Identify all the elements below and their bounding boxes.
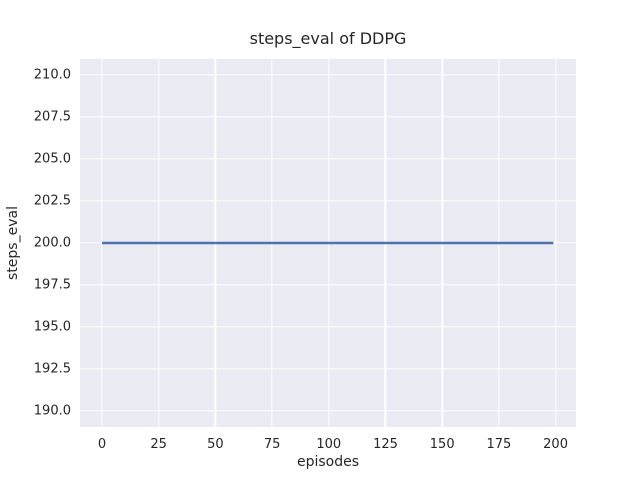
x-tick-label: 50 <box>207 437 224 452</box>
x-axis-label: episodes <box>296 454 360 470</box>
y-tick-label: 202.5 <box>33 193 71 209</box>
grid-line-horizontal <box>80 200 576 202</box>
y-tick-label: 200.0 <box>33 235 71 251</box>
x-tick-label: 25 <box>150 437 167 452</box>
x-tick-label: 200 <box>543 437 568 452</box>
x-tick-label: 0 <box>97 437 107 452</box>
y-tick-label: 205.0 <box>33 151 71 167</box>
plot-area <box>80 59 576 427</box>
y-tick-label: 195.0 <box>33 319 71 335</box>
y-axis-label: steps_eval <box>5 206 21 280</box>
grid-line-horizontal <box>80 326 576 328</box>
grid-line-horizontal <box>80 284 576 286</box>
x-tick-label: 175 <box>486 437 512 452</box>
grid-line-horizontal <box>80 74 576 76</box>
x-tick-label: 150 <box>429 437 455 452</box>
grid-line-horizontal <box>80 368 576 370</box>
y-tick-label: 210.0 <box>33 67 71 83</box>
x-tick-label: 125 <box>373 437 398 452</box>
chart-title: steps_eval of DDPG <box>249 29 407 48</box>
grid-line-horizontal <box>80 116 576 118</box>
plot-canvas <box>101 241 554 245</box>
y-tick-label: 190.0 <box>33 403 71 419</box>
x-tick-label: 75 <box>263 437 281 452</box>
x-tick-label: 100 <box>316 437 342 452</box>
y-tick-label: 197.5 <box>33 277 71 293</box>
y-tick-label: 192.5 <box>33 361 71 377</box>
grid-line-horizontal <box>80 410 576 412</box>
y-tick-label: 207.5 <box>33 109 71 125</box>
grid-line-horizontal <box>80 158 576 160</box>
